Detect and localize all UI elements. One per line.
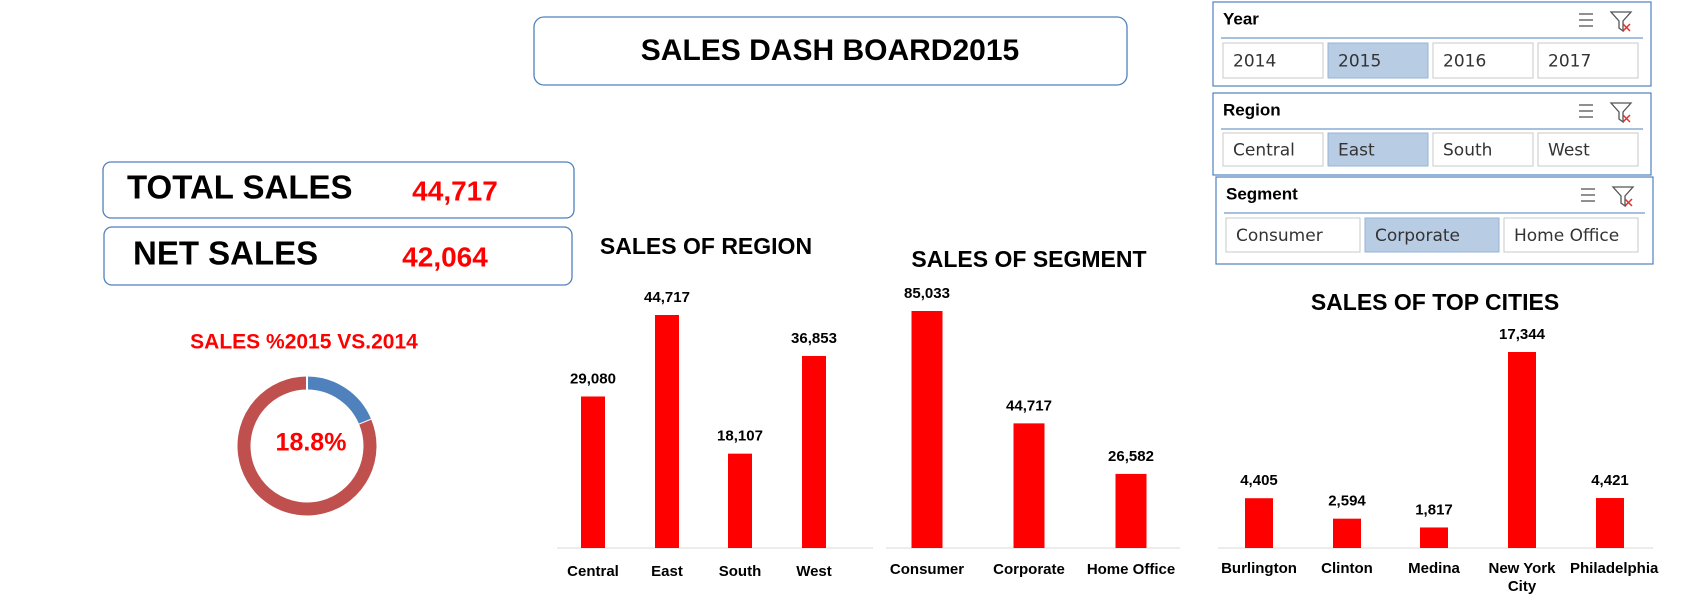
- data-label: 18,107: [717, 428, 763, 445]
- bar: [1508, 352, 1536, 548]
- kpi-label: NET SALES: [133, 235, 318, 272]
- slicer-item: 2016: [1443, 52, 1486, 72]
- bar: [1115, 473, 1147, 548]
- x-tick-label-box: Corporate: [993, 561, 1065, 578]
- bar: [1420, 527, 1448, 548]
- data-label: 4,421: [1591, 472, 1629, 489]
- slicer-button[interactable]: [1537, 42, 1639, 79]
- slicer-item: Consumer: [1236, 226, 1323, 246]
- kpi-value: 42,064: [402, 241, 488, 272]
- slicer-item: Central: [1233, 141, 1295, 161]
- bar: [728, 453, 752, 548]
- x-tick-label-box: Burlington: [1221, 560, 1297, 577]
- kpi-value: 44,717: [412, 175, 498, 206]
- bar: [1013, 423, 1045, 548]
- x-tick-label: Clinton: [1321, 560, 1373, 577]
- x-tick-label-box: South: [718, 563, 762, 580]
- slicer-item: South: [1443, 141, 1492, 161]
- bar: [1333, 518, 1361, 548]
- data-label: 17,344: [1499, 326, 1546, 343]
- slicer-item: Corporate: [1375, 226, 1460, 246]
- x-tick-label: Consumer: [889, 561, 965, 578]
- slicer-button[interactable]: [1503, 217, 1639, 253]
- slicer-button[interactable]: [1327, 42, 1429, 79]
- bar: [655, 315, 679, 548]
- x-tick-label: New York City: [1488, 560, 1556, 595]
- slicer-item: West: [1548, 141, 1590, 161]
- data-label: 4,405: [1240, 472, 1278, 489]
- x-tick-label-box: Medina: [1408, 560, 1460, 577]
- x-tick-label: Philadelphia: [1570, 560, 1659, 577]
- x-tick-label: Central: [567, 563, 619, 580]
- bar: [802, 355, 826, 548]
- slicer-item: East: [1338, 141, 1375, 161]
- slicer-title: Segment: [1226, 184, 1298, 203]
- slicer-item: 2017: [1548, 52, 1591, 72]
- bar: [1245, 498, 1273, 548]
- x-tick-label: West: [796, 563, 832, 580]
- slicer-item: 2014: [1233, 52, 1276, 72]
- data-label: 1,817: [1415, 501, 1453, 518]
- clear-filter-x: [1622, 114, 1631, 123]
- donut-center-label: 18.8%: [276, 429, 347, 457]
- kpi-box: [103, 226, 573, 286]
- x-tick-label-box: West: [796, 563, 832, 580]
- data-label: 36,853: [791, 330, 837, 347]
- x-tick-label: Burlington: [1221, 560, 1297, 577]
- data-label: 2,594: [1328, 493, 1366, 510]
- data-label: 44,717: [644, 289, 690, 306]
- chart-title: SALES OF SEGMENT: [911, 246, 1146, 272]
- slicer-button[interactable]: [1222, 132, 1324, 167]
- clear-filter-x: [1624, 198, 1633, 207]
- slicer-button[interactable]: [1432, 132, 1534, 167]
- data-label: 26,582: [1108, 448, 1154, 465]
- slicer-title: Region: [1223, 100, 1281, 119]
- x-tick-label-box: East: [651, 563, 683, 580]
- slicer-button[interactable]: [1222, 42, 1324, 79]
- x-tick-label: South: [718, 563, 762, 580]
- data-label: 85,033: [904, 285, 950, 302]
- kpi-box: [102, 161, 575, 219]
- kpi-label: TOTAL SALES: [127, 169, 353, 206]
- chart-title: SALES OF TOP CITIES: [1311, 289, 1559, 315]
- x-tick-label-box: Central: [567, 563, 619, 580]
- slicer-button[interactable]: [1537, 132, 1639, 167]
- data-label: 29,080: [570, 370, 616, 387]
- slicer-title: Year: [1223, 9, 1259, 28]
- slicer-button[interactable]: [1225, 217, 1361, 253]
- dashboard-title: SALES DASH BOARD2015: [641, 34, 1019, 67]
- slicer-item: Home Office: [1514, 226, 1619, 246]
- x-tick-label: Corporate: [993, 561, 1065, 578]
- x-tick-label-box: Philadelphia: [1570, 560, 1659, 577]
- bar: [581, 396, 605, 548]
- slicer-button[interactable]: [1432, 42, 1534, 79]
- donut-segment: [237, 376, 377, 516]
- chart-title: SALES %2015 VS.2014: [190, 331, 418, 354]
- x-tick-label-box: New York City: [1488, 560, 1556, 595]
- slicer-item: 2015: [1338, 52, 1381, 72]
- bar: [1596, 498, 1624, 548]
- x-tick-label: East: [651, 563, 683, 580]
- donut-segment: [306, 376, 372, 425]
- slicer-button[interactable]: [1364, 217, 1500, 253]
- clear-filter-x: [1622, 23, 1631, 32]
- x-tick-label-box: Clinton: [1321, 560, 1373, 577]
- chart-title: SALES OF REGION: [600, 233, 812, 259]
- title-box: [533, 16, 1128, 86]
- bar: [911, 311, 943, 548]
- x-tick-label-box: Consumer: [889, 561, 965, 578]
- x-tick-label: Medina: [1408, 560, 1460, 577]
- x-tick-label-box: Home Office: [1086, 561, 1176, 578]
- slicer-button[interactable]: [1327, 132, 1429, 167]
- data-label: 44,717: [1006, 397, 1052, 414]
- x-tick-label: Home Office: [1086, 561, 1176, 578]
